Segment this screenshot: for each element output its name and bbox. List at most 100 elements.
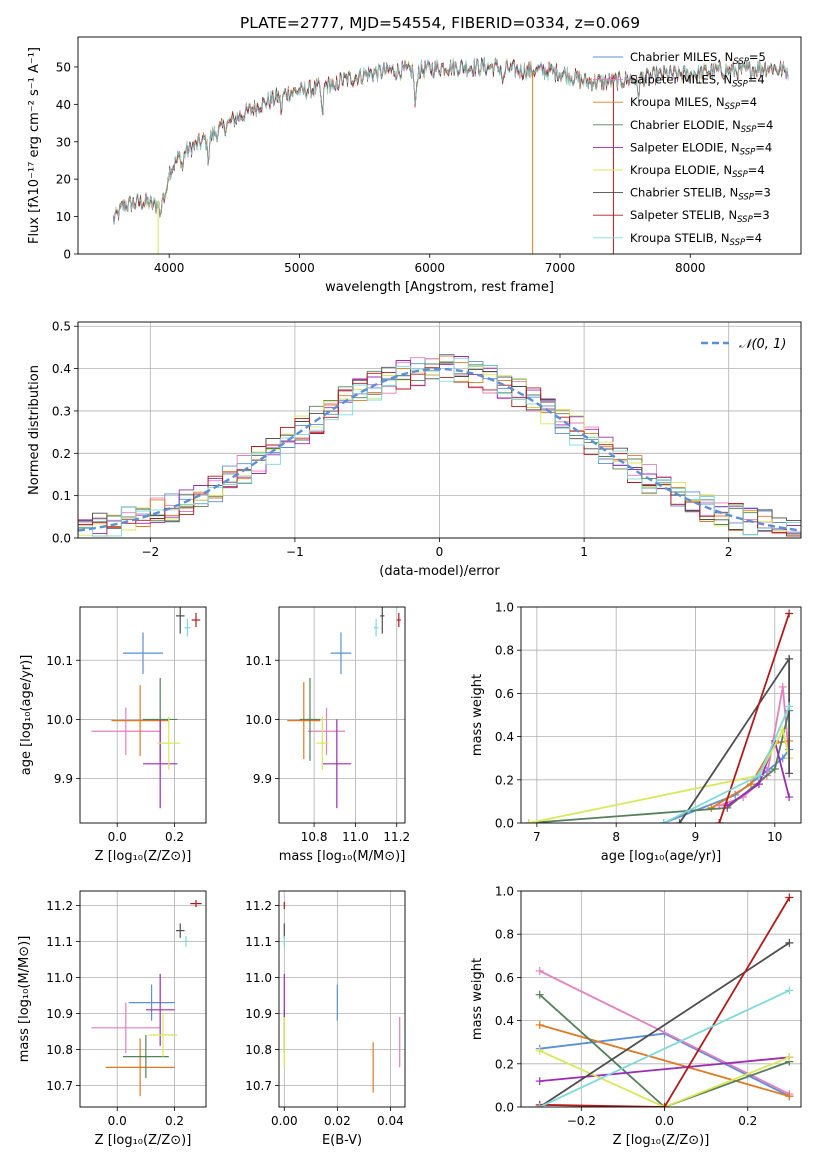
weight-series-line	[539, 989, 790, 1107]
y-axis-label: Flux [fλ10⁻¹⁷ erg cm⁻² s⁻¹ A⁻¹]	[27, 47, 42, 244]
plot-area-spectrum	[112, 56, 789, 254]
weight-point-marker	[770, 765, 779, 773]
y-tick-label: 0.2	[495, 773, 514, 787]
x-axis-label: E(B-V)	[322, 1133, 362, 1148]
weight-point-marker	[785, 654, 794, 663]
y-tick-label: 0.8	[495, 644, 514, 658]
x-tick-label: 0.02	[324, 1114, 351, 1128]
weight-series-line	[539, 994, 790, 1107]
x-axis-label: wavelength [Angstrom, rest frame]	[325, 280, 554, 295]
axes-frame	[278, 606, 406, 824]
x-axis-label: (data-model)/error	[379, 564, 500, 579]
x-tick-label: −2	[141, 545, 159, 559]
x-axis-label: mass [log₁₀(M/M⊙)]	[279, 849, 406, 864]
panel-mass_vs_Z: 0.0 0.2 10.7 10.8 10.9 11.0 11.1 11.2 Z [log₁₀(Z…	[17, 890, 207, 1148]
weight-point-marker	[785, 893, 794, 902]
x-tick-label: 11.2	[383, 830, 410, 844]
weight-point-marker	[778, 682, 787, 691]
y-tick-label: 11.0	[46, 971, 73, 985]
panel-mass_vs_ebv: 0.00 0.02 0.04 10.7 10.8 10.9 11.0 11.1 11.2 E(B-…	[245, 890, 406, 1148]
y-tick-label: 40	[56, 98, 71, 112]
axes-frame	[79, 890, 207, 1108]
weight-point-marker	[535, 966, 544, 975]
weight-point-marker	[715, 819, 724, 823]
plot-area-mass_vs_ebv	[283, 901, 401, 1093]
x-tick-label: 10	[767, 830, 782, 844]
y-tick-label: 11.2	[245, 899, 272, 913]
normal-curve	[78, 367, 801, 532]
y-tick-label: 10.8	[245, 1043, 272, 1057]
y-tick-label: 0.1	[52, 489, 71, 503]
plot-area-mass_vs_Z	[91, 900, 202, 1097]
x-tick-label: 0.00	[271, 1114, 298, 1128]
weight-point-marker	[535, 990, 544, 999]
weight-point-marker	[675, 819, 684, 823]
y-axis-label: age [log₁₀(age/yr)]	[19, 655, 34, 776]
y-tick-label: 0.3	[52, 404, 71, 418]
x-tick-label: 1	[580, 545, 588, 559]
y-tick-label: 10.7	[245, 1079, 272, 1093]
axes-frame	[79, 606, 207, 824]
weight-series-line	[539, 1024, 790, 1098]
panel-weight_vs_Z: −0.2 0.0 0.2 0.0 0.2 0.4 0.6 0.8 1.0 Z [log₁₀(Z/Z…	[470, 885, 802, 1148]
weight-point-marker	[778, 726, 787, 735]
weight-point-marker	[535, 1046, 544, 1055]
x-axis-label: Z [log₁₀(Z/Z⊙)]	[95, 849, 192, 864]
x-tick-label: 8	[612, 830, 620, 844]
x-tick-label: 10.8	[301, 830, 328, 844]
legend-entry: Chabrier ELODIE, NSSP=4	[630, 118, 773, 135]
x-tick-label: 11.0	[342, 830, 369, 844]
legend-entry: Kroupa MILES, NSSP=4	[630, 95, 757, 112]
weight-point-marker	[785, 769, 794, 778]
y-tick-label: 1.0	[495, 601, 514, 615]
legend-entry: Salpeter ELODIE, NSSP=4	[630, 140, 772, 157]
x-tick-label: 8000	[675, 261, 706, 275]
legend-entry: Kroupa ELODIE, NSSP=4	[630, 163, 765, 180]
spectrum-series-line	[112, 56, 789, 224]
y-tick-label: 10.1	[245, 654, 272, 668]
chart-layer: 4000 5000 6000 7000 800001020304050wavelengt…	[17, 36, 802, 1148]
y-tick-label: 0.2	[52, 447, 71, 461]
y-tick-label: 9.9	[253, 772, 272, 786]
spectrum-series-line	[113, 57, 789, 220]
y-tick-label: 0.0	[495, 817, 514, 831]
y-tick-label: 50	[56, 60, 71, 74]
y-tick-label: 10.8	[46, 1043, 73, 1057]
x-tick-label: 4000	[154, 261, 185, 275]
histogram-series	[78, 357, 801, 537]
x-tick-label: 0.2	[165, 1114, 184, 1128]
y-axis-label: Normed distribution	[27, 365, 42, 495]
weight-point-marker	[785, 793, 794, 802]
x-tick-label: 0.0	[655, 1114, 674, 1128]
panel-residuals: −2 −1 0 1 2 0.0 0.1 0.2 0.3 0.4 0.5 (data-model)/er…	[27, 320, 802, 579]
panel-weight_vs_age: 7 8 9 10 0.0 0.2 0.4 0.6 0.8 1.0 age [log₁₀(age/yr…	[470, 601, 802, 864]
y-axis-label: mass weight	[470, 958, 485, 1040]
weight-point-marker	[524, 819, 533, 823]
x-tick-label: 0.0	[108, 1114, 127, 1128]
weight-point-marker	[535, 1077, 544, 1086]
y-tick-label: 11.2	[46, 899, 73, 913]
y-axis-label: mass weight	[470, 674, 485, 756]
y-tick-label: 1.0	[495, 885, 514, 899]
histogram-series	[78, 367, 801, 537]
weight-point-marker	[747, 780, 756, 789]
x-tick-label: 0	[436, 545, 444, 559]
weight-point-marker	[707, 803, 716, 812]
panel-spectrum: 4000 5000 6000 7000 8000 0 10 20 30 40 50 wavelengt…	[27, 36, 802, 295]
y-tick-label: 0	[63, 248, 71, 262]
x-tick-label: −0.2	[567, 1114, 596, 1128]
y-tick-label: 0.6	[495, 971, 514, 985]
plot-area-age_vs_mass	[287, 607, 401, 809]
weight-series-line	[528, 710, 790, 823]
y-tick-label: 11.1	[46, 935, 73, 949]
weight-series-line	[718, 613, 790, 823]
weight-point-marker	[659, 819, 668, 823]
y-tick-label: 20	[56, 173, 71, 187]
axes-frame	[77, 321, 802, 539]
x-tick-label: 5000	[284, 261, 315, 275]
x-tick-label: 0.2	[738, 1114, 757, 1128]
axes-frame	[520, 606, 802, 824]
weight-point-marker	[535, 1103, 544, 1107]
legend-entry: Salpeter MILES, NSSP=4	[630, 73, 765, 90]
x-tick-label: 9	[692, 830, 700, 844]
